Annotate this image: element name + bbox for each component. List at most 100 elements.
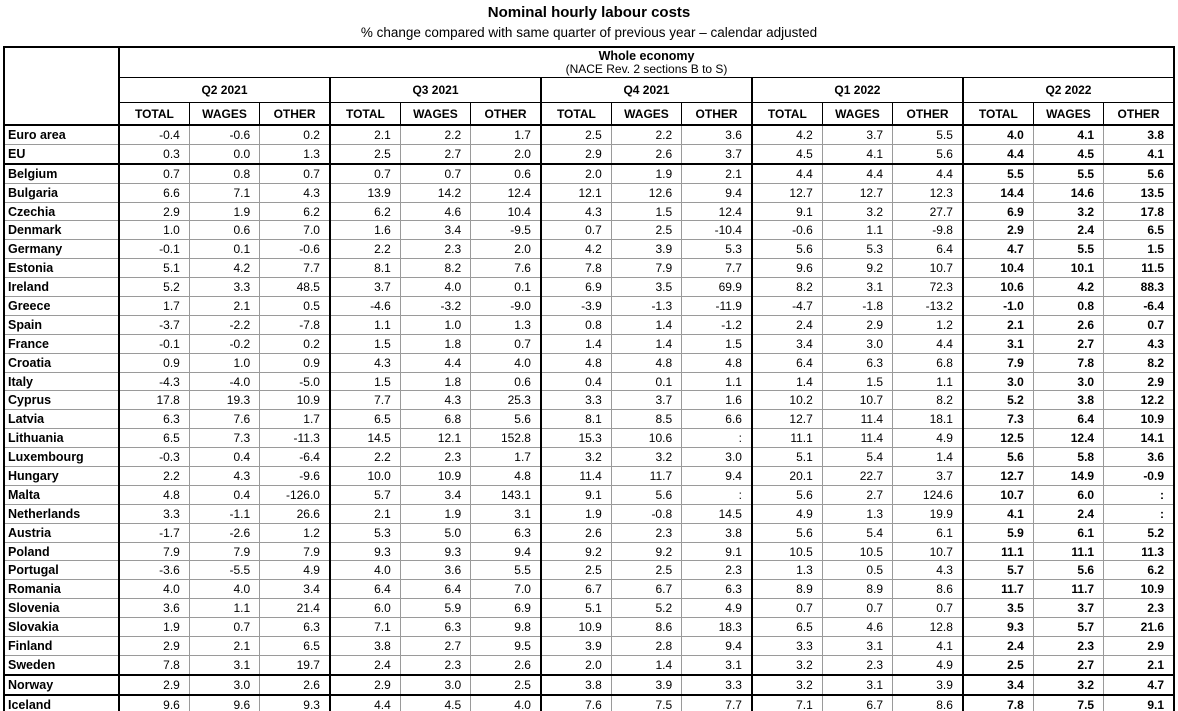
value-cell: 8.9 [750,579,823,599]
value-cell: 4.8 [117,484,190,505]
value-cell: 0.1 [188,239,260,259]
value-cell: 5.2 [610,598,682,618]
value-cell: 15.3 [539,428,612,448]
table-row: Romania 4.0 4.0 3.4 6.4 6.4 7.0 6.7 6.7 6.3 8.9 8.9… [4,579,1174,599]
value-cell: 0.8 [188,162,260,184]
table-row: Cyprus 17.8 19.3 10.9 7.7 4.3 25.3 3.3 3.7 1.6 10.… [4,390,1174,410]
value-cell: 1.6 [681,390,752,410]
table-row: Belgium 0.7 0.8 0.7 0.7 0.7 0.6 2.0 1.9 2.1 4.4 4.4… [4,162,1174,184]
value-cell: 7.9 [610,258,682,278]
value-cell: 3.6 [117,598,190,618]
value-cell: 5.1 [750,447,823,467]
value-cell: 9.6 [750,258,823,278]
value-cell: 0.5 [259,296,330,316]
value-cell: 5.2 [961,390,1034,410]
value-cell: -9.0 [470,296,541,316]
value-cell: -0.6 [259,239,330,259]
country-cell: Romania [4,579,119,599]
measure-header-total: TOTAL [539,102,612,126]
value-cell: 6.2 [259,201,330,221]
value-cell: 2.9 [117,636,190,656]
value-cell: 20.1 [750,466,823,486]
country-cell: Italy [4,371,119,391]
value-cell: 7.5 [610,693,682,711]
value-cell: -7.8 [259,314,330,335]
value-cell: 5.3 [328,522,401,543]
value-cell: 3.5 [610,277,682,297]
country-cell: Czechia [4,201,119,221]
value-cell: -13.2 [892,296,963,316]
value-cell: 152.8 [470,428,541,448]
table-row: Finland 2.9 2.1 6.5 3.8 2.7 9.5 3.9 2.8 9.4 3.3 3.1… [4,636,1174,656]
value-cell: -0.1 [117,239,190,259]
value-cell: 9.4 [681,636,752,656]
value-cell: 4.3 [1103,333,1174,354]
value-cell: 2.7 [399,636,471,656]
table-row: Germany -0.1 0.1 -0.6 2.2 2.3 2.0 4.2 3.9 5.3 5.6 5… [4,239,1174,259]
value-cell: 6.9 [539,277,612,297]
value-cell: 19.7 [259,654,330,675]
value-cell: 12.2 [1103,390,1174,410]
value-cell: -2.6 [188,522,260,543]
value-cell: 5.5 [892,124,963,145]
value-cell: 6.3 [821,352,893,373]
value-cell: 14.5 [328,428,401,448]
value-cell: 3.5 [961,598,1034,618]
country-cell: Bulgaria [4,182,119,203]
value-cell: 2.2 [399,124,471,145]
quarter-header-q2-2021: Q2 2021 [118,77,330,103]
value-cell: 7.5 [1032,693,1104,711]
value-cell: 12.5 [961,428,1034,448]
value-cell: 1.9 [188,201,260,221]
value-cell: 124.6 [892,484,963,505]
value-cell: 11.4 [821,428,893,448]
value-cell: : [681,484,752,505]
value-cell: 4.3 [259,182,330,203]
value-cell: 7.3 [961,409,1034,429]
labour-costs-table: Whole economy (NACE Rev. 2 sections B to … [3,46,1175,711]
value-cell: 3.6 [1103,447,1174,467]
value-cell: 7.9 [259,541,330,561]
table-header: Whole economy (NACE Rev. 2 sections B to … [4,47,1174,126]
value-cell: 0.8 [1032,296,1104,316]
value-cell: 2.3 [610,522,682,543]
value-cell: -6.4 [259,447,330,467]
value-cell: 2.6 [470,654,541,675]
value-cell: 1.1 [821,220,893,240]
value-cell: 1.4 [610,654,682,675]
measure-header-total: TOTAL [328,102,401,126]
value-cell: 1.5 [328,333,401,354]
value-cell: 5.3 [821,239,893,259]
value-cell: 4.3 [892,560,963,580]
value-cell: 12.3 [892,182,963,203]
value-cell: -9.5 [470,220,541,240]
table-row: Norway 2.9 3.0 2.6 2.9 3.0 2.5 3.8 3.9 3.3 3.2 3.1 3… [4,673,1174,695]
value-cell: 3.0 [681,447,752,467]
value-cell: 3.7 [681,143,752,164]
country-cell: Sweden [4,654,119,675]
value-cell: 2.3 [1032,636,1104,656]
value-cell: 1.4 [610,333,682,354]
value-cell: 7.8 [961,693,1034,711]
value-cell: 5.6 [750,484,823,505]
value-cell: 0.2 [259,333,330,354]
value-cell: 3.4 [259,579,330,599]
value-cell: 6.5 [750,617,823,637]
country-cell: Estonia [4,258,119,278]
table-row: Hungary 2.2 4.3 -9.6 10.0 10.9 4.8 11.4 11.7 9.4 2… [4,466,1174,486]
value-cell: 2.9 [821,314,893,335]
value-cell: 11.7 [961,579,1034,599]
value-cell: 1.5 [328,371,401,391]
table-row: Lithuania 6.5 7.3 -11.3 14.5 12.1 152.8 15.3 10.… [4,428,1174,448]
value-cell: 0.7 [821,598,893,618]
value-cell: 72.3 [892,277,963,297]
country-cell: Lithuania [4,428,119,448]
value-cell: 9.3 [961,617,1034,637]
value-cell: -5.0 [259,371,330,391]
table-row: Croatia 0.9 1.0 0.9 4.3 4.4 4.0 4.8 4.8 4.8 6.4 6.3… [4,352,1174,373]
measure-header-wages: WAGES [188,102,260,126]
value-cell: 1.3 [750,560,823,580]
value-cell: 4.1 [961,503,1034,524]
value-cell: 4.2 [1032,277,1104,297]
measure-header-total: TOTAL [117,102,190,126]
